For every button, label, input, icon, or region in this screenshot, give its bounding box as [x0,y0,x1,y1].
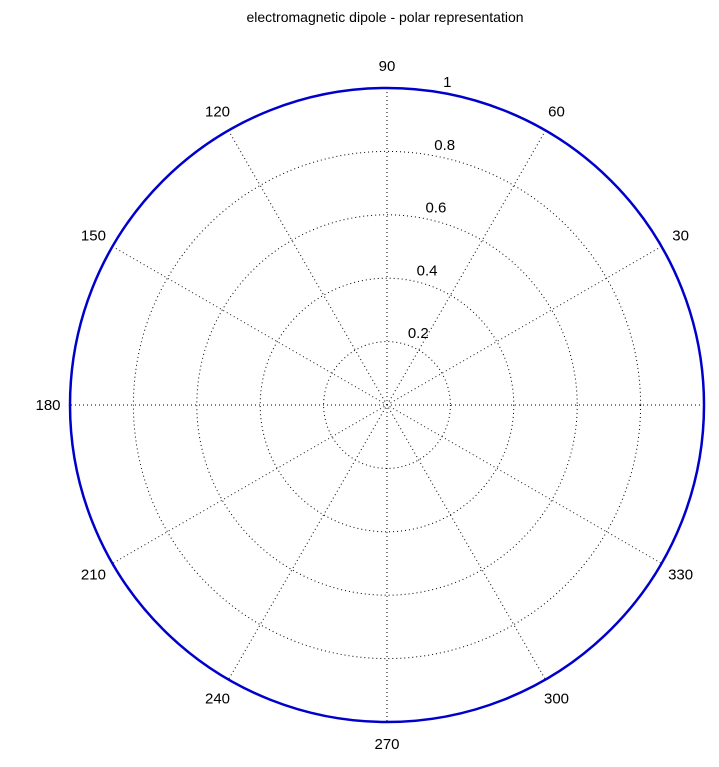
angle-tick-label: 300 [544,691,569,708]
grid-circle [132,150,642,660]
grid-circle [323,341,451,469]
radial-tick-label: 0.2 [408,325,429,342]
chart-title: electromagnetic dipole - polar represent… [246,9,523,25]
angle-tick-label: 210 [81,567,106,584]
radial-tick-label: 0.8 [434,137,455,154]
angle-tick-label: 240 [205,691,230,708]
tick-labels: 30 60 90 120 150 180 210 240 270 300 330 0.2 0.4 0.6 0… [35,58,693,753]
angle-tick-label: 30 [672,228,689,245]
angle-tick-label: 270 [374,736,399,753]
polar-grid [70,88,704,722]
series-line [68,86,706,724]
grid-circle [259,277,515,533]
radial-tick-label: 0.4 [417,262,438,279]
angle-tick-label: 120 [205,103,230,120]
radial-tick-label: 1 [443,74,451,91]
angle-tick-label: 60 [548,103,565,120]
radial-tick-label: 0.6 [425,200,446,217]
grid-spoke [112,246,662,564]
series-layer [68,86,706,724]
angle-tick-label: 180 [35,397,60,414]
angle-tick-label: 330 [668,567,693,584]
grid-circle [196,214,578,596]
angle-tick-label: 150 [81,228,106,245]
angle-tick-label: 90 [379,58,396,75]
